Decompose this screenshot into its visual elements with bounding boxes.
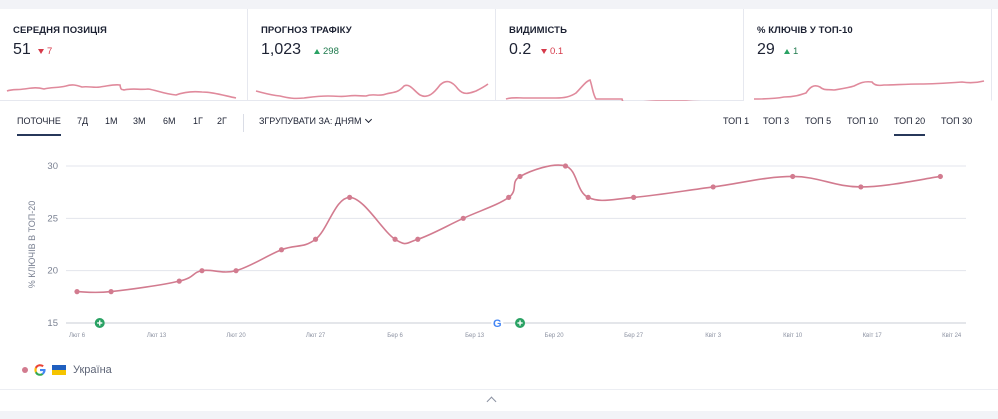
x-tick-label: Квіт 10 [783, 333, 803, 339]
chart-legend[interactable]: Україна [22, 360, 112, 380]
legend-label: Україна [73, 364, 112, 376]
data-point[interactable] [108, 289, 114, 295]
metric-delta-value: 298 [323, 46, 339, 57]
data-point[interactable] [858, 184, 864, 190]
top-10-tab[interactable]: ТОП 10 [847, 116, 879, 126]
y-tick-label: 25 [47, 213, 58, 224]
period-6m[interactable]: 6М [163, 116, 176, 126]
data-point[interactable] [585, 194, 591, 200]
triangle-down-icon [38, 49, 44, 54]
metric-value: 29 [757, 41, 775, 58]
ukraine-flag-icon [52, 365, 66, 375]
metric-value: 1,023 [261, 41, 302, 58]
data-point[interactable] [347, 194, 353, 200]
plus-circle-icon[interactable] [94, 318, 105, 328]
collapse-bar [0, 389, 998, 411]
data-point[interactable] [517, 173, 523, 180]
metric-card-top10[interactable]: % КЛЮЧІВ У ТОП-10 29 1 [744, 9, 992, 101]
data-point[interactable] [460, 215, 466, 221]
y-axis-label: % КЛЮЧІВ В ТОП-20 [27, 201, 37, 289]
data-point[interactable] [710, 184, 716, 190]
data-point[interactable] [199, 268, 205, 274]
x-tick-label: Лют 6 [69, 333, 86, 339]
metric-title: % КЛЮЧІВ У ТОП-10 [757, 25, 853, 36]
sparkline [753, 80, 985, 100]
period-1y[interactable]: 1Г [193, 116, 203, 126]
period-3m[interactable]: 3М [133, 116, 146, 126]
x-tick-label: Квіт 3 [705, 333, 721, 339]
y-tick-label: 20 [47, 266, 58, 277]
metric-card-avg-position[interactable]: СЕРЕДНЯ ПОЗИЦІЯ 51 7 [0, 9, 248, 101]
x-tick-label: Бер 6 [387, 333, 403, 339]
data-point[interactable] [790, 173, 796, 180]
data-point[interactable] [278, 247, 285, 253]
data-point[interactable] [937, 173, 943, 180]
chart-toolbar: ПОТОЧНЕ 7Д 1М 3М 6М 1Г 2Г ЗГРУПУВАТИ ЗА:… [0, 101, 998, 139]
period-2y[interactable]: 2Г [217, 116, 227, 126]
sparkline [505, 79, 700, 101]
period-current[interactable]: ПОТОЧНЕ [17, 116, 61, 136]
series-line [76, 164, 941, 294]
metric-delta: 298 [314, 46, 339, 57]
x-tick-label: Бер 27 [624, 333, 644, 339]
chart-panel: ПОТОЧНЕ 7Д 1М 3М 6М 1Г 2Г ЗГРУПУВАТИ ЗА:… [0, 101, 998, 389]
triangle-up-icon [314, 49, 320, 54]
group-by-dropdown[interactable]: ЗГРУПУВАТИ ЗА: ДНЯМ [259, 115, 372, 126]
plus-circle-icon[interactable] [515, 318, 526, 328]
legend-color-dot [22, 367, 28, 373]
data-point[interactable] [562, 163, 569, 169]
metric-title: ПРОГНОЗ ТРАФІКУ [261, 25, 352, 36]
metric-delta-value: 1 [793, 46, 799, 57]
x-tick-label: Бер 20 [545, 333, 565, 339]
triangle-down-icon [541, 49, 547, 54]
top-3-tab[interactable]: ТОП 3 [763, 116, 790, 126]
data-point[interactable] [631, 194, 637, 200]
metric-delta: 7 [38, 46, 52, 57]
sparkline [6, 83, 237, 99]
top-5-tab[interactable]: ТОП 5 [805, 116, 832, 126]
metric-title: ВИДИМІСТЬ [509, 25, 567, 36]
data-point[interactable] [415, 236, 421, 242]
line-chart: 15 20 25 30 Лют 6 Лют 13 Лют 20 Лют 27 Бер 6 Бер … [27, 161, 966, 339]
data-point[interactable] [233, 268, 239, 274]
metrics-cards: СЕРЕДНЯ ПОЗИЦІЯ 51 7 ПРОГНОЗ ТРАФІКУ 1,0… [0, 9, 998, 101]
sparkline [255, 80, 489, 100]
x-tick-label: Лют 27 [306, 333, 326, 339]
group-by-label: ЗГРУПУВАТИ ЗА: ДНЯМ [259, 116, 362, 126]
x-tick-label: Квіт 17 [863, 333, 883, 339]
period-7d[interactable]: 7Д [77, 116, 89, 126]
data-point[interactable] [176, 278, 182, 284]
metric-delta-value: 0.1 [550, 46, 564, 57]
metric-title: СЕРЕДНЯ ПОЗИЦІЯ [13, 25, 107, 36]
data-point[interactable] [74, 289, 80, 295]
chevron-down-icon [364, 115, 372, 124]
metric-delta: 1 [784, 46, 798, 57]
y-tick-label: 30 [47, 161, 58, 172]
x-tick-label: Квіт 24 [942, 333, 962, 339]
triangle-up-icon [784, 49, 790, 54]
chevron-up-icon[interactable] [486, 396, 497, 407]
svg-text:G: G [493, 318, 502, 330]
metric-delta: 0.1 [541, 46, 563, 57]
google-icon [34, 364, 46, 376]
top-20-tab[interactable]: ТОП 20 [894, 116, 926, 136]
data-point[interactable] [312, 236, 319, 242]
top-1-tab[interactable]: ТОП 1 [723, 116, 750, 126]
metric-card-traffic-forecast[interactable]: ПРОГНОЗ ТРАФІКУ 1,023 298 [248, 9, 496, 101]
x-tick-label: Бер 13 [465, 333, 485, 339]
period-1m[interactable]: 1М [105, 116, 118, 126]
data-point[interactable] [506, 194, 512, 200]
data-point[interactable] [392, 236, 398, 242]
metric-delta-value: 7 [47, 46, 53, 57]
x-tick-label: Лют 20 [226, 333, 246, 339]
metric-value: 51 [13, 41, 31, 58]
metric-value: 0.2 [509, 41, 532, 58]
y-tick-label: 15 [47, 318, 58, 329]
toolbar-divider [243, 114, 244, 132]
top-30-tab[interactable]: ТОП 30 [941, 116, 973, 126]
x-tick-label: Лют 13 [147, 333, 167, 339]
metric-card-visibility[interactable]: ВИДИМІСТЬ 0.2 0.1 [496, 9, 744, 101]
google-icon[interactable]: G [491, 317, 504, 330]
